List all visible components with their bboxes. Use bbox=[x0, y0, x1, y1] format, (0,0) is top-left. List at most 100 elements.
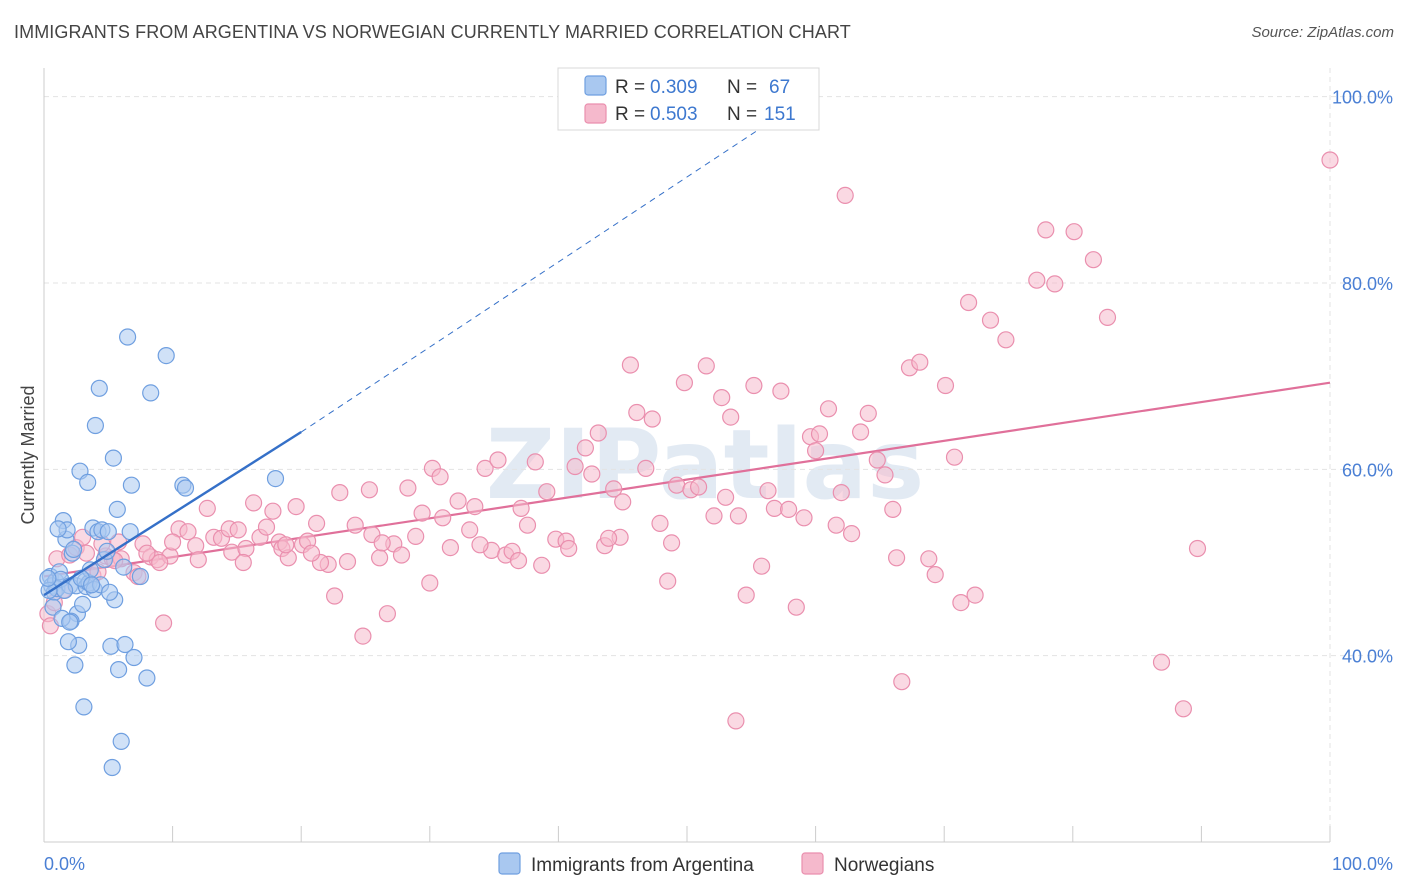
norwegians-point-142 bbox=[277, 536, 295, 554]
norwegians-point-23 bbox=[187, 537, 205, 555]
norwegians-point-29 bbox=[229, 521, 247, 539]
norwegians-point-31 bbox=[245, 494, 263, 512]
norwegians-point-84 bbox=[643, 410, 661, 428]
norwegians-point-99 bbox=[759, 482, 777, 500]
norwegians-point-159 bbox=[302, 544, 321, 562]
norwegians-point-94 bbox=[722, 408, 740, 426]
argentina-point-57 bbox=[82, 576, 101, 594]
norwegians-point-106 bbox=[810, 425, 829, 443]
norwegians-point-127 bbox=[997, 331, 1015, 349]
norwegians-point-41 bbox=[308, 514, 326, 533]
y-tick-label-80: 80.0% bbox=[1342, 274, 1393, 294]
norwegians-point-87 bbox=[668, 476, 686, 494]
norwegians-point-163 bbox=[421, 574, 439, 592]
norwegians-point-149 bbox=[662, 534, 681, 552]
norwegians-point-131 bbox=[1065, 223, 1083, 241]
x-tick-label-max: 100.0% bbox=[1332, 854, 1393, 874]
norwegians-point-101 bbox=[772, 382, 790, 400]
norwegians-point-113 bbox=[868, 451, 886, 469]
norwegians-point-102 bbox=[779, 500, 798, 518]
norwegians-point-67 bbox=[512, 499, 530, 517]
norwegians-point-110 bbox=[842, 524, 861, 543]
argentina-point-64 bbox=[100, 583, 119, 601]
norwegians-point-62 bbox=[476, 459, 494, 477]
norwegians-point-98 bbox=[752, 557, 771, 575]
norwegians-point-88 bbox=[675, 374, 694, 392]
norwegians-point-77 bbox=[589, 424, 607, 442]
norwegians-point-120 bbox=[926, 565, 944, 584]
norwegians-point-90 bbox=[689, 478, 708, 496]
norwegians-point-24 bbox=[198, 499, 216, 517]
argentina-point-63 bbox=[79, 473, 97, 491]
norwegians-point-57 bbox=[431, 468, 449, 486]
argentina-point-66 bbox=[131, 567, 149, 586]
norwegians-point-49 bbox=[371, 549, 389, 567]
norwegians-point-138 bbox=[727, 712, 745, 730]
series-legend-swatch-norwegians bbox=[801, 852, 824, 875]
norwegians-point-33 bbox=[257, 518, 276, 536]
norwegians-point-64 bbox=[489, 451, 507, 469]
norwegians-point-129 bbox=[1037, 221, 1055, 239]
trend-line-argentina-extension bbox=[300, 91, 816, 433]
y-axis-label: Currently Married bbox=[18, 385, 38, 524]
series-legend-label-argentina: Immigrants from Argentina bbox=[531, 855, 754, 876]
legend-swatch-norwegians bbox=[584, 103, 607, 124]
norwegians-point-70 bbox=[533, 556, 551, 574]
argentina-point-53 bbox=[66, 656, 84, 674]
norwegians-point-104 bbox=[795, 509, 813, 527]
norwegians-point-125 bbox=[966, 586, 984, 604]
argentina-point-65 bbox=[115, 558, 133, 576]
norwegians-point-145 bbox=[434, 509, 452, 527]
norwegians-point-100 bbox=[765, 499, 784, 517]
norwegians-point-112 bbox=[859, 404, 877, 422]
argentina-point-5 bbox=[44, 598, 62, 616]
argentina-point-42 bbox=[122, 476, 140, 494]
norwegians-point-140 bbox=[151, 553, 169, 572]
chart-title: IMMIGRANTS FROM ARGENTINA VS NORWEGIAN C… bbox=[14, 22, 851, 42]
norwegians-point-103 bbox=[787, 598, 805, 616]
argentina-point-33 bbox=[102, 637, 120, 655]
legend-r-value-2: 0.503 bbox=[650, 104, 698, 125]
argentina-point-58 bbox=[90, 379, 108, 397]
norwegians-point-47 bbox=[354, 627, 372, 645]
norwegians-point-92 bbox=[705, 507, 723, 525]
argentina-point-36 bbox=[108, 500, 126, 518]
series-legend-swatch-argentina bbox=[498, 852, 521, 875]
norwegians-point-107 bbox=[819, 400, 838, 418]
legend-r-value-1: 0.309 bbox=[650, 77, 698, 98]
norwegians-point-19 bbox=[155, 614, 173, 632]
norwegians-point-122 bbox=[945, 448, 964, 466]
norwegians-point-121 bbox=[936, 376, 955, 395]
norwegians-point-80 bbox=[614, 493, 632, 511]
argentina-point-43 bbox=[125, 648, 143, 667]
argentina-point-54 bbox=[103, 758, 121, 777]
legend-swatch-argentina bbox=[584, 75, 607, 96]
source-credit: Source: ZipAtlas.com bbox=[1251, 24, 1394, 41]
stats-legend: R = 0.309 N = 67 R = 0.503 N = 151 bbox=[557, 67, 820, 131]
series-legend: Immigrants from Argentina Norwegians bbox=[498, 852, 934, 876]
norwegians-point-130 bbox=[1046, 275, 1064, 293]
norwegians-point-75 bbox=[576, 439, 595, 457]
argentina-point-48 bbox=[176, 479, 195, 497]
argentina-point-62 bbox=[61, 613, 79, 631]
legend-n-value-2: 151 bbox=[764, 104, 796, 125]
norwegians-point-52 bbox=[392, 546, 411, 564]
norwegians-point-95 bbox=[729, 507, 748, 525]
argentina-point-44 bbox=[138, 669, 156, 687]
argentina-point-51 bbox=[59, 633, 78, 651]
norwegians-point-152 bbox=[887, 549, 906, 567]
norwegians-point-141 bbox=[189, 551, 207, 569]
argentina-point-14 bbox=[64, 540, 83, 559]
norwegians-point-119 bbox=[920, 550, 938, 568]
argentina-point-34 bbox=[104, 449, 123, 467]
y-tick-label-100: 100.0% bbox=[1332, 88, 1393, 108]
argentina-point-46 bbox=[157, 347, 175, 365]
norwegians-point-115 bbox=[884, 500, 902, 518]
argentina-point-32 bbox=[99, 523, 117, 541]
norwegians-point-134 bbox=[1152, 653, 1171, 671]
norwegians-point-68 bbox=[518, 516, 537, 534]
norwegians-point-158 bbox=[234, 553, 252, 572]
norwegians-point-111 bbox=[851, 423, 870, 441]
norwegians-point-44 bbox=[331, 484, 349, 502]
norwegians-point-157 bbox=[164, 533, 182, 551]
